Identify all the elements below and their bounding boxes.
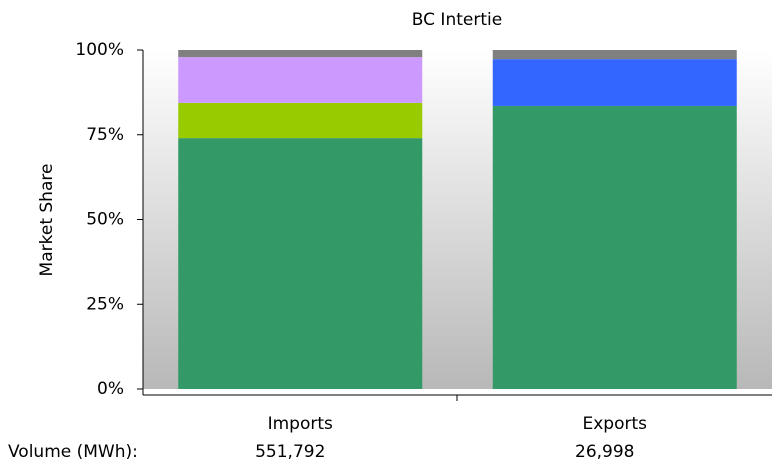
y-tick-label: 100% [75,40,124,60]
y-tick-label: 50% [86,210,124,230]
x-tick-label: Imports [268,414,333,434]
bar-segment [492,50,737,60]
x-tick-label: Exports [582,414,647,434]
y-axis-label: Market Share [37,164,57,277]
volume-value: 26,998 [575,442,634,462]
y-tick-label: 0% [97,379,124,399]
bar-segment [178,102,423,139]
volume-label: Volume (MWh): [8,442,138,462]
bar-segment [492,59,737,106]
bar-segment [178,138,423,389]
chart-title: BC Intertie [412,10,502,30]
y-tick-label: 75% [86,125,124,145]
bar-segment [178,57,423,103]
volume-value: 551,792 [255,442,325,462]
bar-segment [492,105,737,389]
y-tick-label: 25% [86,294,124,314]
bar-segment [178,50,423,58]
